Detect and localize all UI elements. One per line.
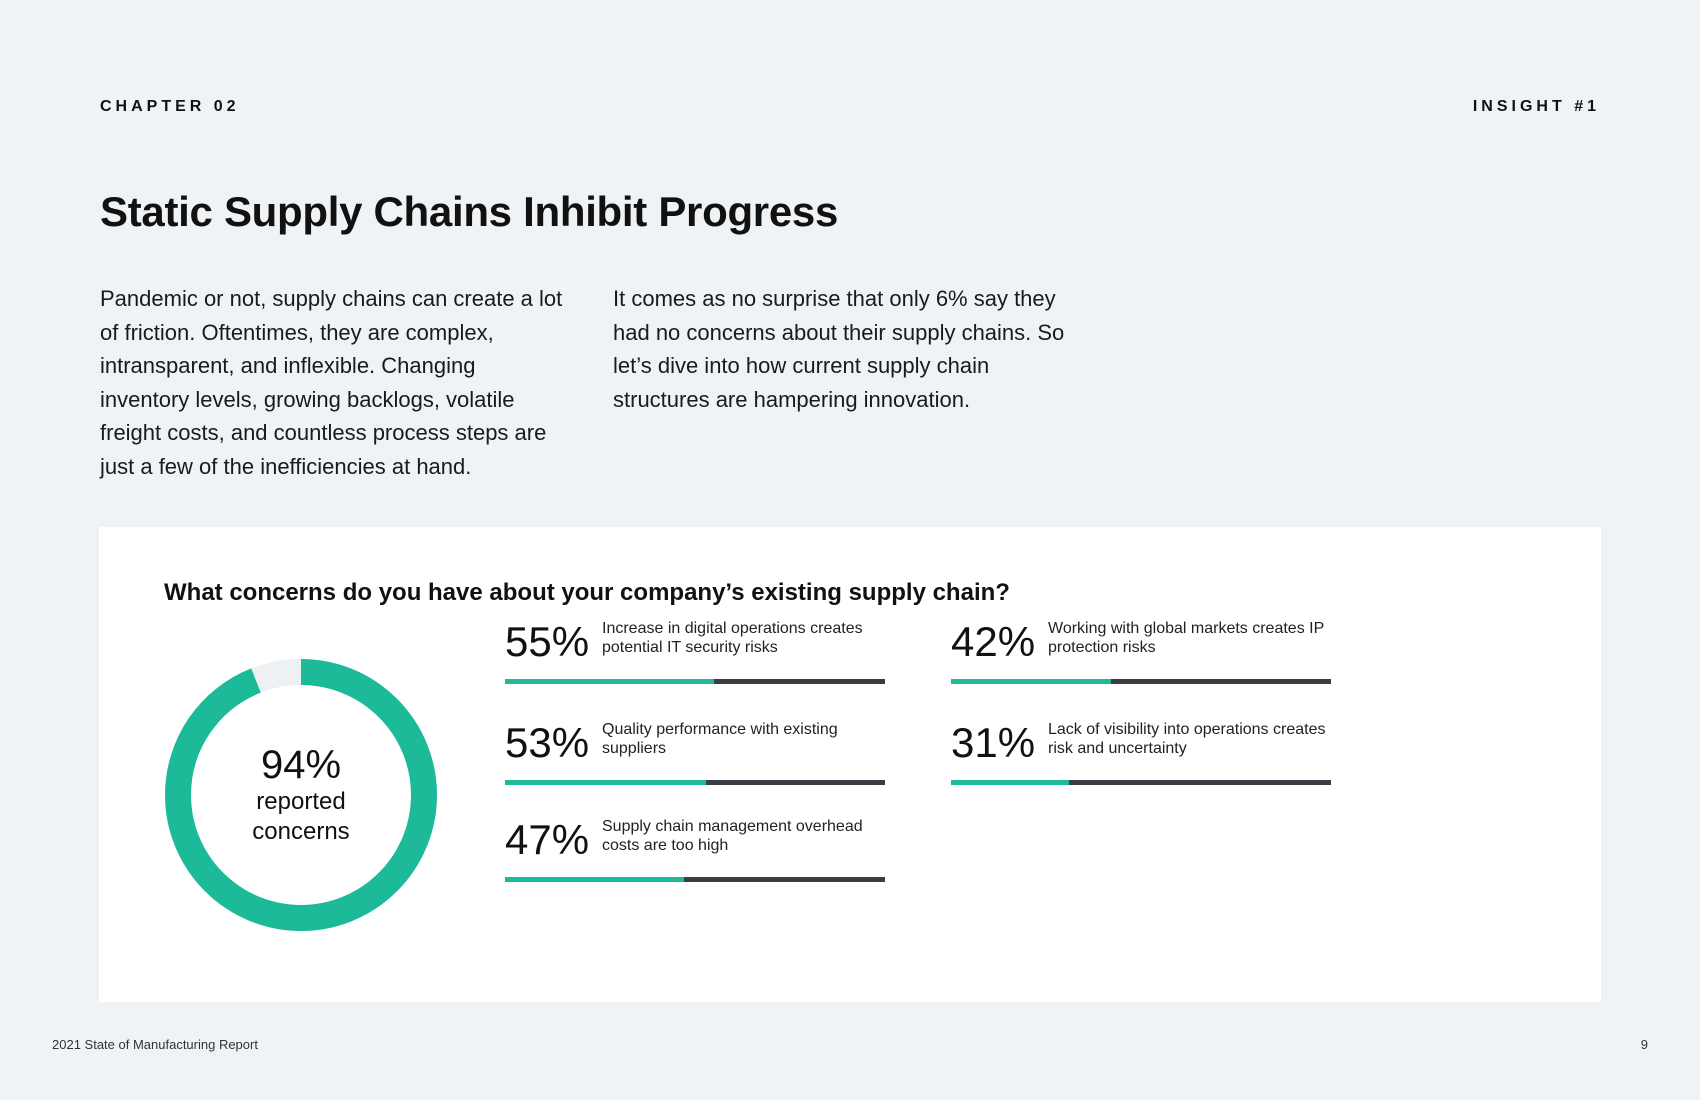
donut-label-line2: concerns (252, 818, 350, 845)
stat-description: Working with global markets creates IP p… (1048, 620, 1324, 656)
stat-description: Supply chain management overhead costs a… (602, 818, 863, 854)
intro-paragraph-1: Pandemic or not, supply chains can creat… (100, 286, 563, 479)
insight-label: INSIGHT #1 (1472, 98, 1600, 115)
stat-description: Lack of visibility into operations creat… (1048, 721, 1326, 757)
stat-percent: 47% (505, 816, 590, 863)
stat-description: Increase in digital operations creates p… (602, 620, 863, 656)
stat-percent: 31% (951, 719, 1036, 766)
donut-chart: 94% reported concerns (163, 657, 439, 933)
stat-item: 31% Lack of visibility into operations c… (951, 716, 1331, 786)
stat-item: 55% Increase in digital operations creat… (505, 615, 885, 685)
stat-bar-fill (505, 877, 684, 882)
stat-description: Quality performance with existing suppli… (602, 721, 838, 757)
stat-item: 42% Working with global markets creates … (951, 615, 1331, 685)
stat-percent: 55% (505, 618, 590, 665)
stat-bar-fill (951, 679, 1111, 684)
footer-report-title: 2021 State of Manufacturing Report (52, 1037, 258, 1052)
stat-item: 47% Supply chain management overhead cos… (505, 813, 885, 883)
stat-bar-fill (505, 679, 714, 684)
survey-question: What concerns do you have about your com… (164, 579, 1010, 606)
page-title: Static Supply Chains Inhibit Progress (100, 188, 839, 235)
stat-bar-track (505, 780, 885, 785)
stat-bar-track (951, 780, 1331, 785)
donut-svg (165, 659, 437, 931)
stat-percent: 53% (505, 719, 590, 766)
donut-value: 94% (260, 743, 342, 787)
survey-panel: What concerns do you have about your com… (99, 527, 1601, 1002)
stat-item: 53% Quality performance with existing su… (505, 716, 885, 786)
stat-percent: 42% (951, 618, 1036, 665)
stat-bar-track (505, 877, 885, 882)
donut-arc (165, 659, 437, 931)
intro-paragraph-2: It comes as no surprise that only 6% say… (613, 286, 1065, 412)
page-number: 9 (1640, 1037, 1648, 1052)
stat-bar-fill (505, 780, 707, 785)
stat-bar-fill (951, 780, 1069, 785)
stat-bar-track (951, 679, 1331, 684)
donut-label-line1: reported (256, 788, 346, 815)
donut-center: 94% reported concerns (163, 657, 439, 933)
stat-bar-track (505, 679, 885, 684)
chapter-label: CHAPTER 02 (100, 98, 240, 115)
